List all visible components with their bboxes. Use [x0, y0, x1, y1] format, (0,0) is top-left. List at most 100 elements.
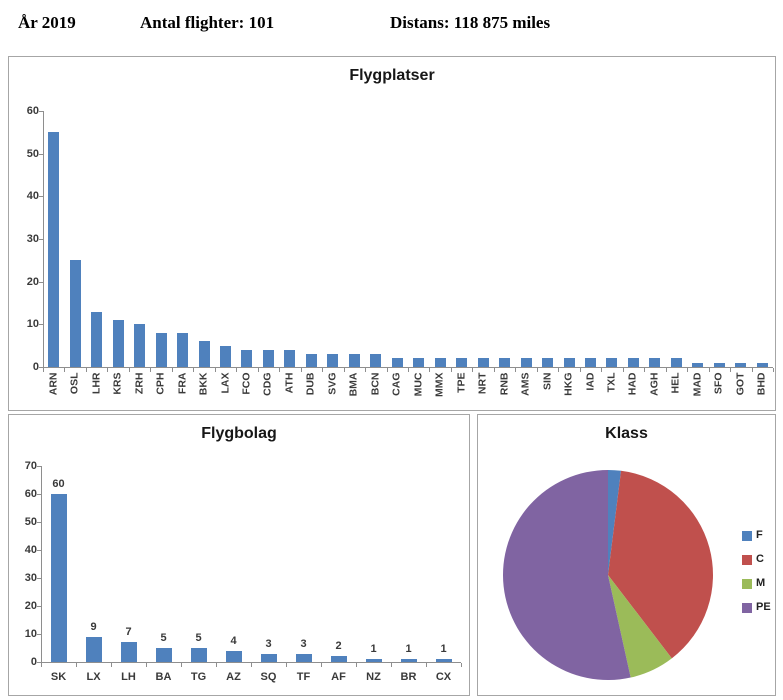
- x-label-RNB: RNB: [498, 372, 511, 396]
- x-label-LAX: LAX: [219, 372, 231, 394]
- bar-BA: [155, 648, 172, 662]
- legend-swatch-C: [742, 554, 752, 565]
- bar-AF: [330, 656, 347, 662]
- x-tick: [146, 663, 147, 667]
- bar-LH: [120, 642, 137, 662]
- bar-IAD: [585, 358, 596, 367]
- x-tick: [426, 663, 427, 667]
- y-tick-label: 20: [26, 275, 39, 288]
- x-tick: [558, 368, 560, 372]
- y-tick: [37, 606, 41, 607]
- y-tick: [37, 662, 41, 663]
- x-tick: [493, 368, 495, 372]
- class-chart-panel: Klass F C M PE: [477, 414, 776, 696]
- airlines-chart-panel: Flygbolag 0 10 20 30 40 50 60 70 60 SK 9 LX 7 LH 5 BA 5 T…: [8, 414, 470, 696]
- airlines-chart-title: Flygbolag: [201, 425, 277, 442]
- x-label-SVG: SVG: [326, 372, 339, 395]
- bar-ZRH: [134, 324, 146, 367]
- x-label-HKG: HKG: [562, 372, 575, 396]
- x-label-LH: LH: [121, 671, 136, 683]
- bar-NZ: [365, 659, 382, 662]
- bar-AZ: [225, 650, 242, 662]
- x-label-TG: TG: [190, 671, 207, 683]
- x-tick: [773, 368, 774, 372]
- x-tick: [665, 368, 667, 372]
- bar-value-AZ: 4: [230, 634, 237, 647]
- x-label-DUB: DUB: [304, 372, 317, 396]
- y-tick-label: 50: [26, 147, 39, 160]
- y-tick-label: 20: [24, 600, 37, 612]
- x-tick: [150, 368, 152, 372]
- x-label-GOT: GOT: [734, 372, 747, 396]
- class-chart-title: Klass: [605, 425, 648, 442]
- x-tick: [579, 368, 581, 372]
- y-tick: [37, 578, 41, 579]
- bar-MMX: [434, 358, 446, 367]
- x-label-BMA: BMA: [347, 372, 360, 397]
- x-label-AGH: AGH: [648, 372, 661, 396]
- bar-NRT: [477, 358, 489, 367]
- x-label-LX: LX: [86, 671, 101, 683]
- x-tick: [461, 663, 462, 667]
- pie-slice-F: [608, 470, 622, 575]
- bar-ATH: [284, 349, 296, 367]
- x-label-TF: TF: [296, 671, 311, 683]
- x-label-OSL: OSL: [68, 372, 81, 395]
- legend-label-PE: PE: [756, 601, 771, 613]
- bar-value-CX: 1: [440, 643, 447, 656]
- bar-value-TG: 5: [195, 632, 202, 644]
- bar-MUC: [413, 358, 425, 367]
- bar-TF: [295, 653, 312, 662]
- legend-swatch-M: [742, 578, 752, 589]
- y-tick-label: 30: [24, 572, 37, 584]
- x-tick: [216, 663, 217, 667]
- bar-value-BA: 5: [160, 632, 167, 644]
- x-label-HEL: HEL: [669, 372, 682, 394]
- bar-TPE: [456, 358, 468, 367]
- x-label-ARN: ARN: [47, 372, 60, 396]
- x-tick: [515, 368, 517, 372]
- y-tick-label: 60: [26, 105, 39, 117]
- bar-value-NZ: 1: [370, 643, 377, 656]
- y-tick: [39, 239, 43, 240]
- legend-item-F: F: [742, 530, 763, 541]
- bar-HKG: [563, 358, 575, 367]
- x-tick: [644, 368, 646, 372]
- y-tick-label: 40: [26, 190, 39, 203]
- x-tick: [536, 368, 538, 372]
- bar-FRA: [177, 332, 189, 367]
- x-tick: [181, 663, 182, 667]
- y-tick-label: 60: [24, 488, 37, 500]
- x-label-ZRH: ZRH: [133, 372, 146, 395]
- x-tick: [751, 368, 753, 372]
- y-tick: [39, 281, 43, 283]
- bar-SFO: [713, 362, 725, 367]
- bar-HAD: [627, 358, 639, 367]
- x-tick: [257, 368, 259, 372]
- x-label-BCN: BCN: [369, 372, 382, 396]
- bar-RNB: [499, 358, 511, 367]
- x-tick: [408, 368, 409, 372]
- x-tick: [251, 663, 252, 667]
- bar-value-AF: 2: [335, 640, 342, 653]
- bar-value-TF: 3: [300, 637, 307, 650]
- x-label-CDG: CDG: [261, 372, 274, 396]
- bar-value-LX: 9: [90, 620, 97, 633]
- y-tick-label: 40: [24, 544, 37, 556]
- x-tick: [171, 368, 173, 372]
- bar-SIN: [542, 358, 554, 367]
- legend-swatch-PE: [742, 602, 752, 613]
- bar-CDG: [262, 349, 274, 367]
- y-tick: [39, 324, 43, 326]
- x-tick: [214, 368, 216, 372]
- bar-TG: [190, 648, 207, 662]
- pie-slice-M: [608, 575, 672, 678]
- x-label-TPE: TPE: [455, 372, 468, 393]
- bar-BCN: [370, 354, 382, 367]
- x-tick: [111, 663, 112, 667]
- bar-SQ: [260, 653, 277, 662]
- bar-FCO: [241, 349, 253, 367]
- x-tick: [279, 368, 281, 372]
- bar-ARN: [48, 132, 60, 367]
- x-label-BA: BA: [155, 671, 172, 683]
